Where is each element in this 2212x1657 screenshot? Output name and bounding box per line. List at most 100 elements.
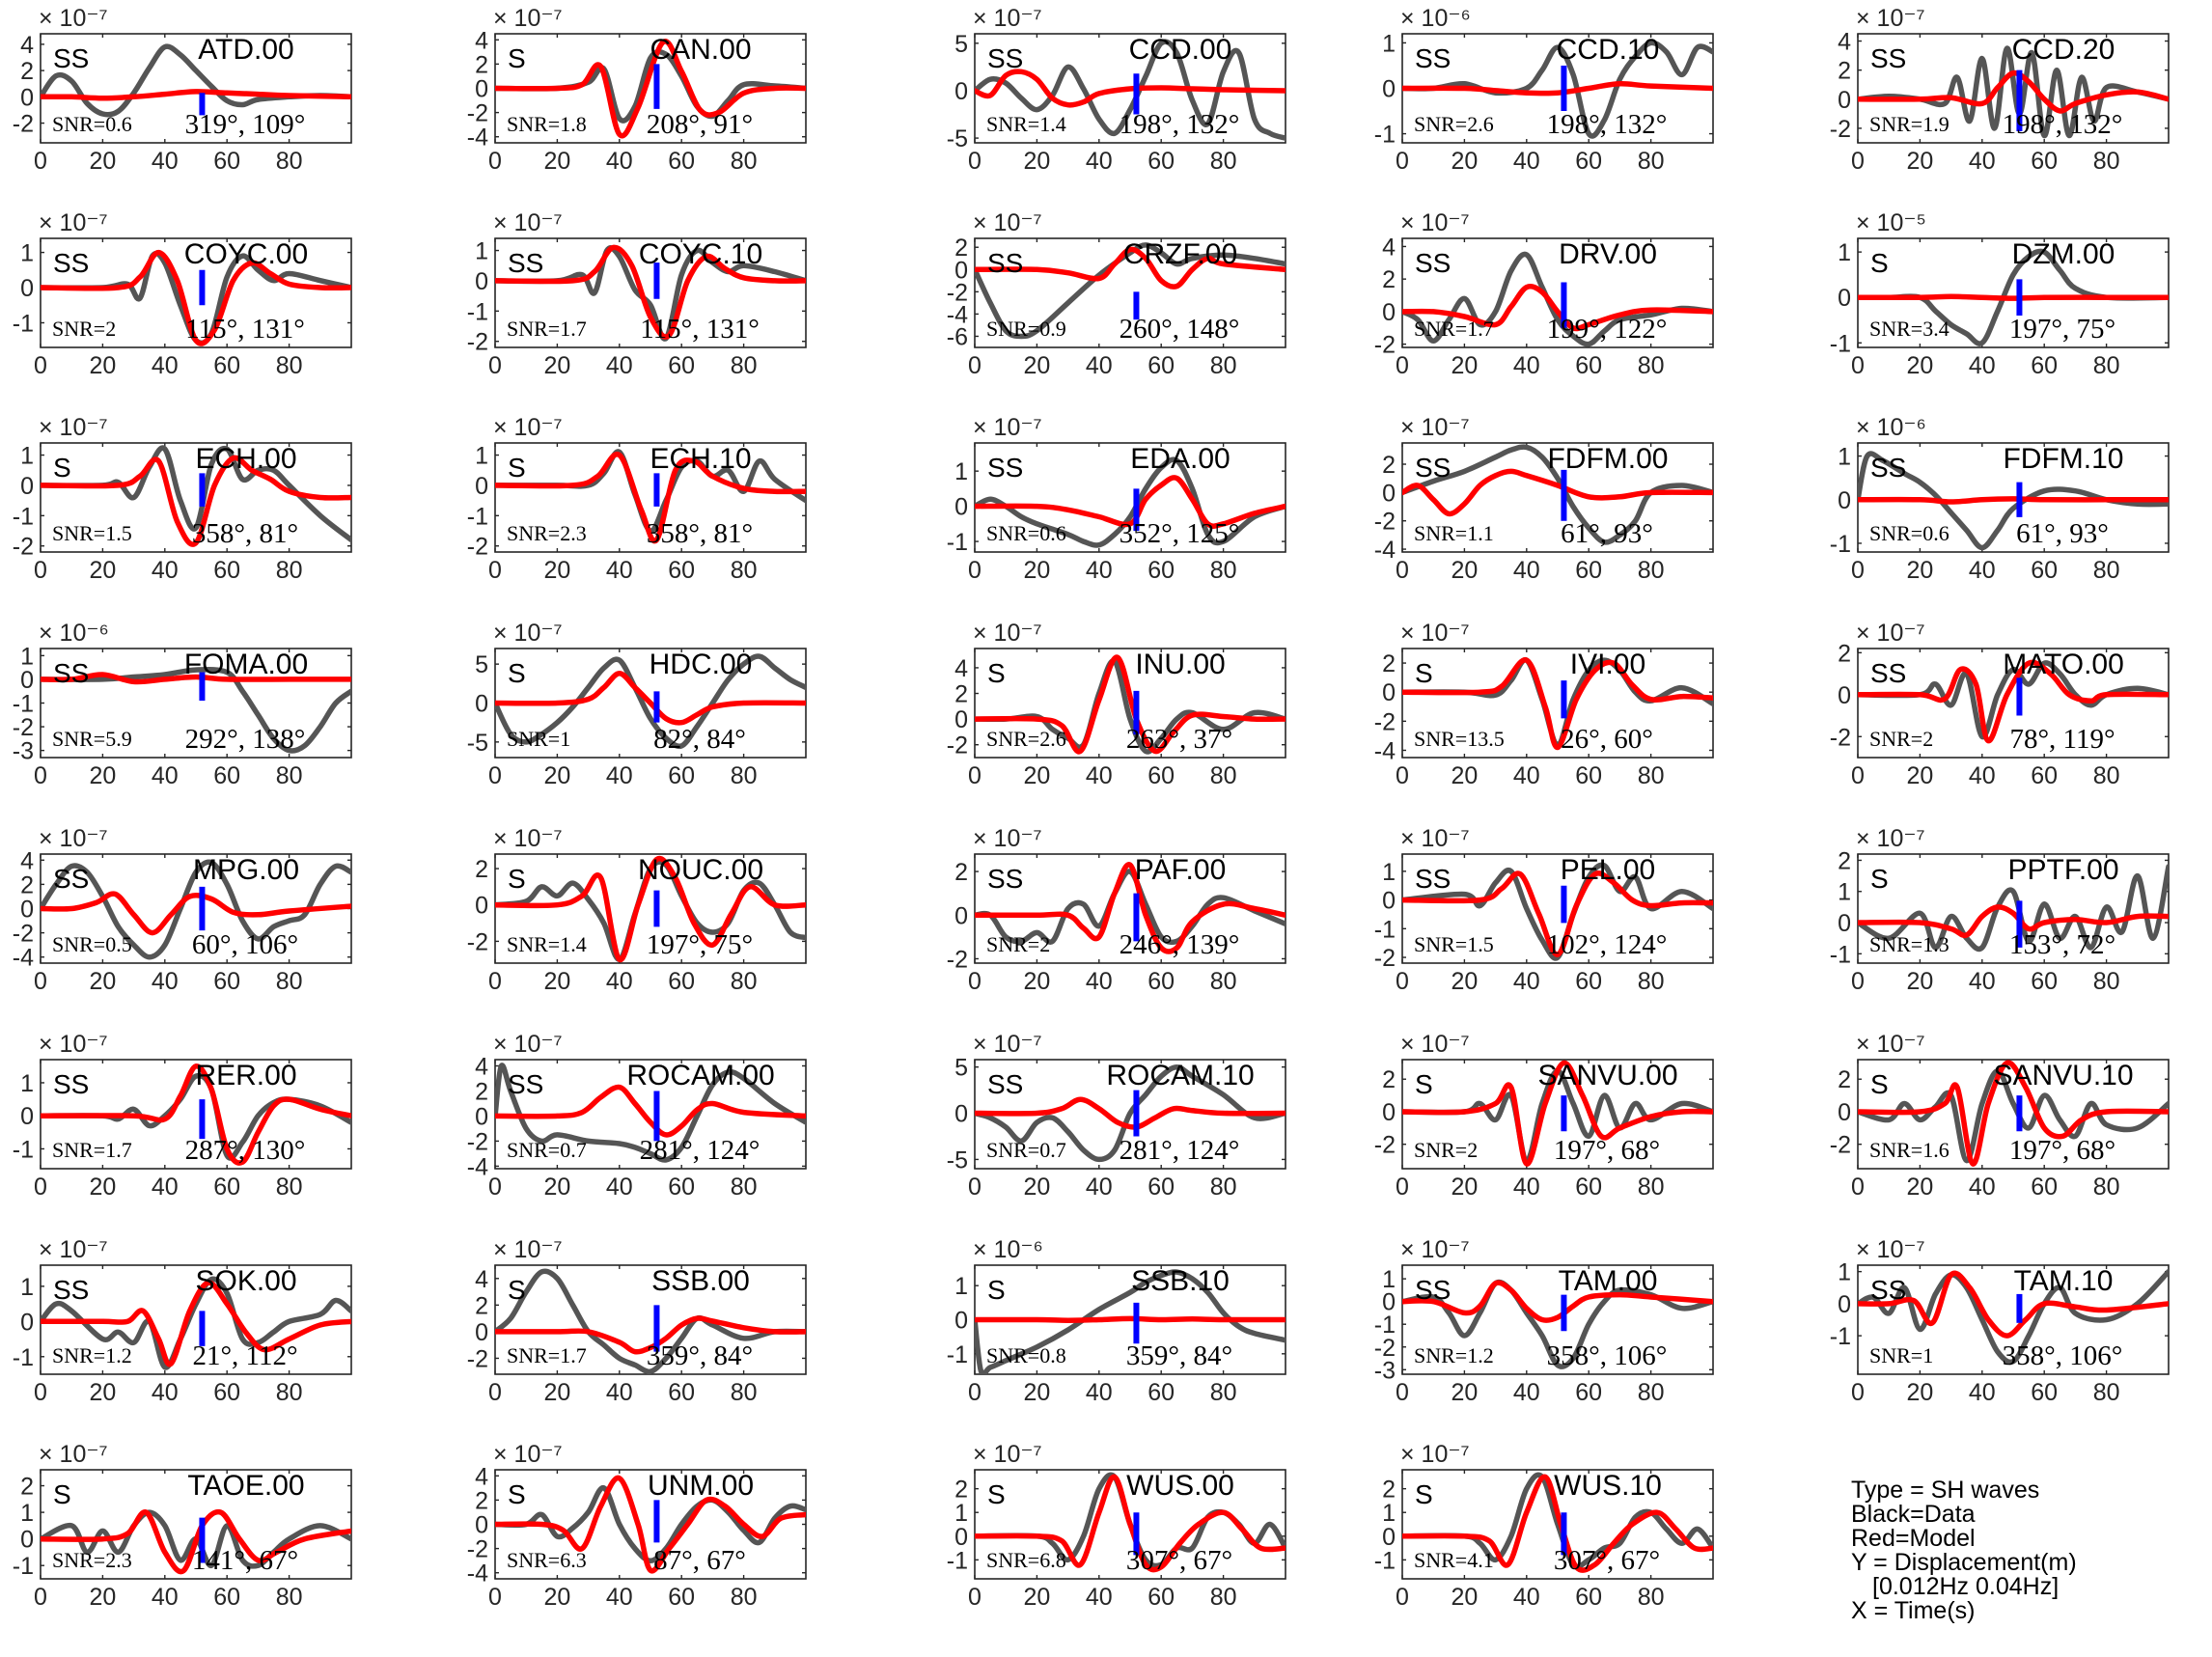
station-label: FOMA.00 <box>184 649 308 680</box>
x-tick-label: 60 <box>668 148 695 175</box>
y-exponent-label: × 10⁻⁷ <box>39 825 108 852</box>
x-tick-label: 40 <box>606 1379 633 1406</box>
azimuth-label: 263°, 37° <box>1126 724 1232 755</box>
y-tick-label: 2 <box>954 681 968 708</box>
data-trace <box>495 1485 806 1563</box>
azimuth-label: 358°, 106° <box>2003 1340 2123 1371</box>
x-tick-label: 20 <box>1906 557 1933 584</box>
x-tick-label: 60 <box>2031 968 2058 995</box>
y-tick-label: 2 <box>1838 58 1851 85</box>
phase-label: S <box>1870 864 1889 894</box>
y-exponent-label: × 10⁻⁷ <box>493 1441 563 1468</box>
snr-label: SNR=1.5 <box>52 521 132 545</box>
azimuth-label: 307°, 67° <box>1126 1545 1232 1576</box>
phase-label: SS <box>987 864 1023 894</box>
azimuth-label: 197°, 68° <box>2009 1135 2115 1166</box>
snr-label: SNR=2 <box>1869 727 1933 751</box>
y-tick-label: -1 <box>1374 1547 1396 1574</box>
y-tick-label: 4 <box>1838 29 1851 56</box>
x-tick-label: 0 <box>1851 1379 1865 1406</box>
x-tick-label: 60 <box>668 557 695 584</box>
y-exponent-label: × 10⁻⁷ <box>1400 620 1470 647</box>
model-trace <box>41 672 351 685</box>
x-tick-label: 0 <box>1851 762 1865 789</box>
y-tick-label: -2 <box>1374 332 1396 359</box>
x-tick-label: 20 <box>1451 1584 1478 1611</box>
snr-label: SNR=3.4 <box>1869 317 1949 341</box>
y-tick-label: 0 <box>20 667 34 694</box>
plot-area <box>1858 1268 2169 1366</box>
x-tick-label: 40 <box>1969 148 1996 175</box>
phase-label: SS <box>1415 1275 1451 1305</box>
station-label: CRZF.00 <box>1123 238 1237 270</box>
station-label: SSB.00 <box>651 1265 750 1297</box>
station-label: SOK.00 <box>195 1265 296 1297</box>
y-exponent-label: × 10⁻⁷ <box>493 620 563 647</box>
model-trace <box>975 69 1286 108</box>
x-tick-label: 20 <box>89 968 116 995</box>
snr-label: SNR=1.5 <box>1414 932 1494 956</box>
station-label: MPG.00 <box>193 854 299 886</box>
y-tick-label: 1 <box>1838 239 1851 266</box>
data-trace <box>495 653 806 750</box>
y-exponent-label: × 10⁻⁷ <box>39 1031 108 1058</box>
x-tick-label: 80 <box>2093 968 2120 995</box>
x-tick-label: 20 <box>1451 557 1478 584</box>
x-tick-label: 40 <box>152 762 179 789</box>
x-tick-label: 20 <box>1451 148 1478 175</box>
y-tick-label: 0 <box>20 275 34 302</box>
phase-label: SS <box>987 453 1023 483</box>
x-tick-label: 20 <box>1023 1174 1050 1201</box>
x-tick-label: 20 <box>89 352 116 379</box>
station-label: COYC.10 <box>639 238 762 270</box>
x-tick-label: 80 <box>276 1584 303 1611</box>
x-tick-label: 40 <box>152 1174 179 1201</box>
y-tick-label: 4 <box>475 27 488 54</box>
x-tick-label: 20 <box>1451 762 1478 789</box>
x-tick-label: 40 <box>606 968 633 995</box>
y-exponent-label: × 10⁻⁷ <box>1400 1441 1470 1468</box>
station-label: NOUC.00 <box>638 854 763 886</box>
x-tick-label: 80 <box>1210 968 1237 995</box>
x-tick-label: 0 <box>34 148 47 175</box>
y-tick-label: -4 <box>947 301 968 328</box>
y-tick-label: -5 <box>467 730 488 757</box>
snr-label: SNR=5.9 <box>52 727 132 751</box>
x-tick-label: 40 <box>152 352 179 379</box>
model-trace <box>1402 468 1713 517</box>
snr-label: SNR=1.4 <box>986 112 1066 136</box>
x-tick-label: 80 <box>731 352 758 379</box>
azimuth-label: 141°, 67° <box>192 1545 298 1576</box>
plot-area <box>1402 1279 1713 1369</box>
snr-label: SNR=13.5 <box>1414 727 1505 751</box>
snr-label: SNR=1.4 <box>507 932 587 956</box>
model-trace <box>1402 1280 1713 1323</box>
y-tick-label: 1 <box>20 1500 34 1527</box>
x-tick-label: 0 <box>1396 1174 1409 1201</box>
y-tick-label: -1 <box>1830 330 1851 357</box>
station-label: ECH.00 <box>195 443 296 475</box>
axes-box <box>1401 853 1714 964</box>
x-tick-label: 80 <box>1638 352 1665 379</box>
y-exponent-label: × 10⁻⁶ <box>1400 5 1471 32</box>
model-trace <box>495 671 806 726</box>
x-tick-label: 0 <box>488 557 502 584</box>
x-tick-label: 0 <box>34 1174 47 1201</box>
y-tick-label: 0 <box>954 902 968 929</box>
model-trace <box>1402 1060 1713 1167</box>
y-tick-label: 2 <box>954 1477 968 1504</box>
snr-label: SNR=0.5 <box>52 932 132 956</box>
y-tick-label: 4 <box>475 1053 488 1080</box>
x-tick-label: 80 <box>2093 148 2120 175</box>
model-trace <box>495 1315 806 1355</box>
x-tick-label: 20 <box>89 1584 116 1611</box>
x-tick-label: 60 <box>213 1174 240 1201</box>
snr-label: SNR=1 <box>507 727 570 751</box>
